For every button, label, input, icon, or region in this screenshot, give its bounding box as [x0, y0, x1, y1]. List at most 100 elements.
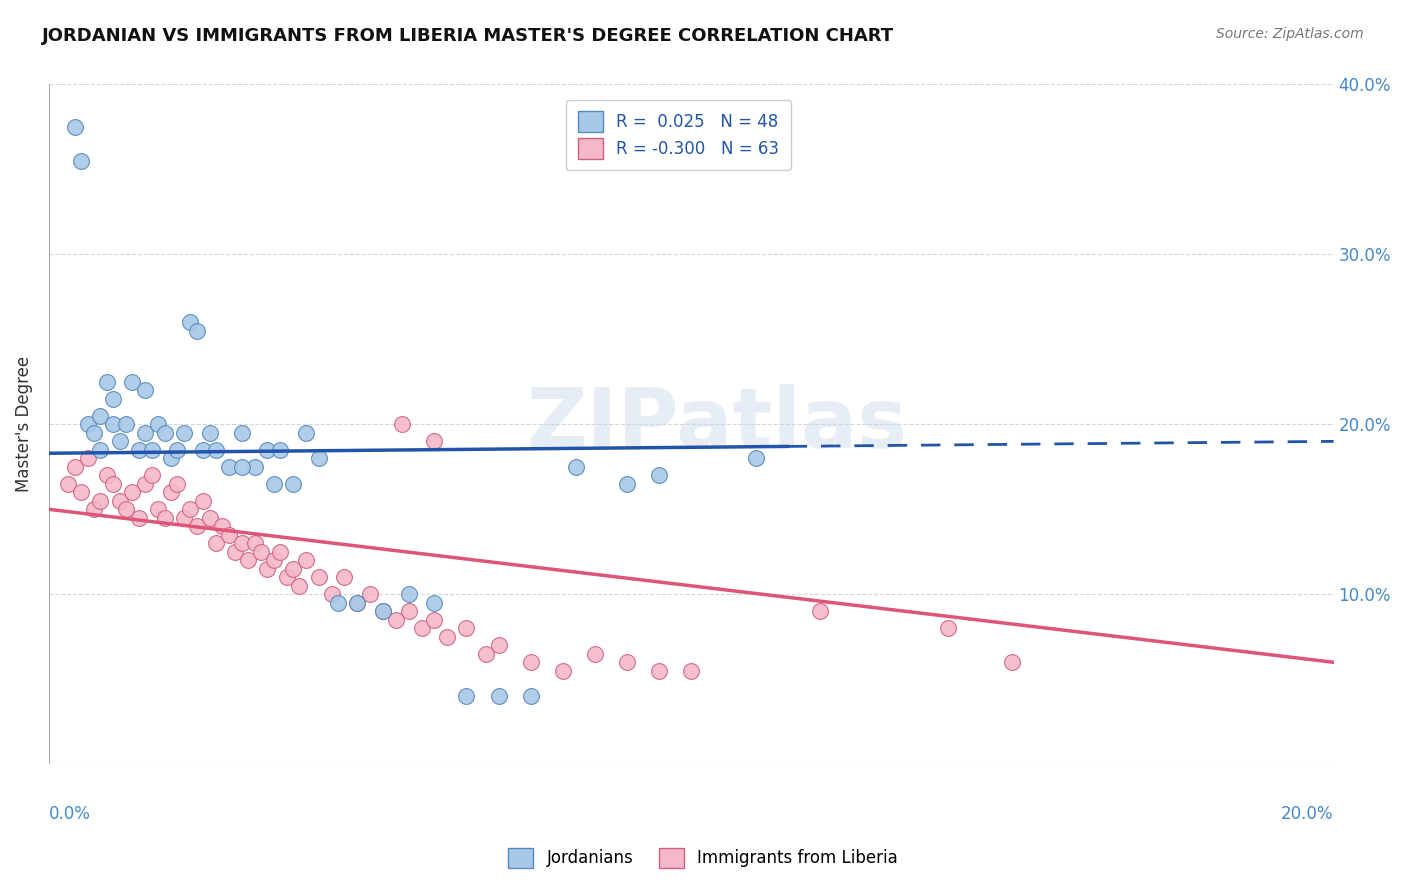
- Point: [115, 417, 138, 432]
- Point: [146, 502, 169, 516]
- Point: [423, 613, 446, 627]
- Point: [243, 536, 266, 550]
- Point: [236, 553, 259, 567]
- Point: [115, 502, 138, 516]
- Point: [191, 493, 214, 508]
- Point: [250, 545, 273, 559]
- Point: [359, 587, 381, 601]
- Point: [295, 553, 318, 567]
- Point: [423, 434, 446, 449]
- Point: [436, 630, 458, 644]
- Point: [474, 647, 496, 661]
- Point: [519, 655, 541, 669]
- Y-axis label: Master's Degree: Master's Degree: [15, 356, 32, 492]
- Point: [808, 604, 831, 618]
- Point: [1001, 655, 1024, 669]
- Point: [146, 417, 169, 432]
- Point: [423, 596, 446, 610]
- Point: [103, 417, 125, 432]
- Point: [153, 511, 176, 525]
- Point: [281, 476, 304, 491]
- Point: [121, 485, 143, 500]
- Point: [564, 459, 586, 474]
- Point: [648, 468, 671, 483]
- Point: [519, 690, 541, 704]
- Point: [76, 417, 98, 432]
- Point: [211, 519, 233, 533]
- Point: [89, 442, 111, 457]
- Point: [186, 324, 208, 338]
- Point: [281, 562, 304, 576]
- Point: [141, 468, 163, 483]
- Point: [583, 647, 606, 661]
- Point: [308, 451, 330, 466]
- Point: [205, 442, 228, 457]
- Point: [398, 587, 420, 601]
- Point: [371, 604, 394, 618]
- Point: [681, 664, 703, 678]
- Point: [488, 638, 510, 652]
- Point: [321, 587, 343, 601]
- Point: [326, 596, 349, 610]
- Point: [70, 153, 93, 168]
- Point: [191, 442, 214, 457]
- Point: [141, 442, 163, 457]
- Point: [89, 493, 111, 508]
- Point: [179, 502, 201, 516]
- Point: [103, 476, 125, 491]
- Text: 20.0%: 20.0%: [1281, 805, 1334, 823]
- Point: [288, 579, 311, 593]
- Point: [153, 425, 176, 440]
- Point: [224, 545, 246, 559]
- Point: [256, 442, 278, 457]
- Point: [83, 502, 105, 516]
- Point: [411, 621, 433, 635]
- Point: [205, 536, 228, 550]
- Point: [173, 425, 195, 440]
- Point: [198, 511, 221, 525]
- Point: [456, 690, 478, 704]
- Text: 0.0%: 0.0%: [49, 805, 91, 823]
- Point: [456, 621, 478, 635]
- Point: [243, 459, 266, 474]
- Point: [218, 459, 240, 474]
- Point: [308, 570, 330, 584]
- Legend: R =  0.025   N = 48, R = -0.300   N = 63: R = 0.025 N = 48, R = -0.300 N = 63: [567, 100, 790, 170]
- Point: [134, 425, 156, 440]
- Point: [385, 613, 408, 627]
- Point: [256, 562, 278, 576]
- Point: [744, 451, 766, 466]
- Point: [63, 120, 86, 134]
- Point: [166, 442, 188, 457]
- Point: [936, 621, 959, 635]
- Point: [186, 519, 208, 533]
- Point: [218, 528, 240, 542]
- Point: [371, 604, 394, 618]
- Point: [83, 425, 105, 440]
- Point: [269, 442, 291, 457]
- Point: [128, 511, 150, 525]
- Point: [108, 493, 131, 508]
- Point: [263, 476, 285, 491]
- Point: [76, 451, 98, 466]
- Text: ZIPatlas: ZIPatlas: [526, 384, 907, 465]
- Point: [616, 476, 638, 491]
- Point: [333, 570, 356, 584]
- Legend: Jordanians, Immigrants from Liberia: Jordanians, Immigrants from Liberia: [502, 841, 904, 875]
- Point: [63, 459, 86, 474]
- Point: [551, 664, 574, 678]
- Point: [134, 476, 156, 491]
- Point: [616, 655, 638, 669]
- Point: [70, 485, 93, 500]
- Point: [160, 451, 183, 466]
- Point: [166, 476, 188, 491]
- Point: [231, 425, 253, 440]
- Point: [269, 545, 291, 559]
- Point: [96, 375, 118, 389]
- Text: JORDANIAN VS IMMIGRANTS FROM LIBERIA MASTER'S DEGREE CORRELATION CHART: JORDANIAN VS IMMIGRANTS FROM LIBERIA MAS…: [42, 27, 894, 45]
- Point: [58, 476, 80, 491]
- Point: [398, 604, 420, 618]
- Point: [231, 459, 253, 474]
- Point: [231, 536, 253, 550]
- Point: [134, 384, 156, 398]
